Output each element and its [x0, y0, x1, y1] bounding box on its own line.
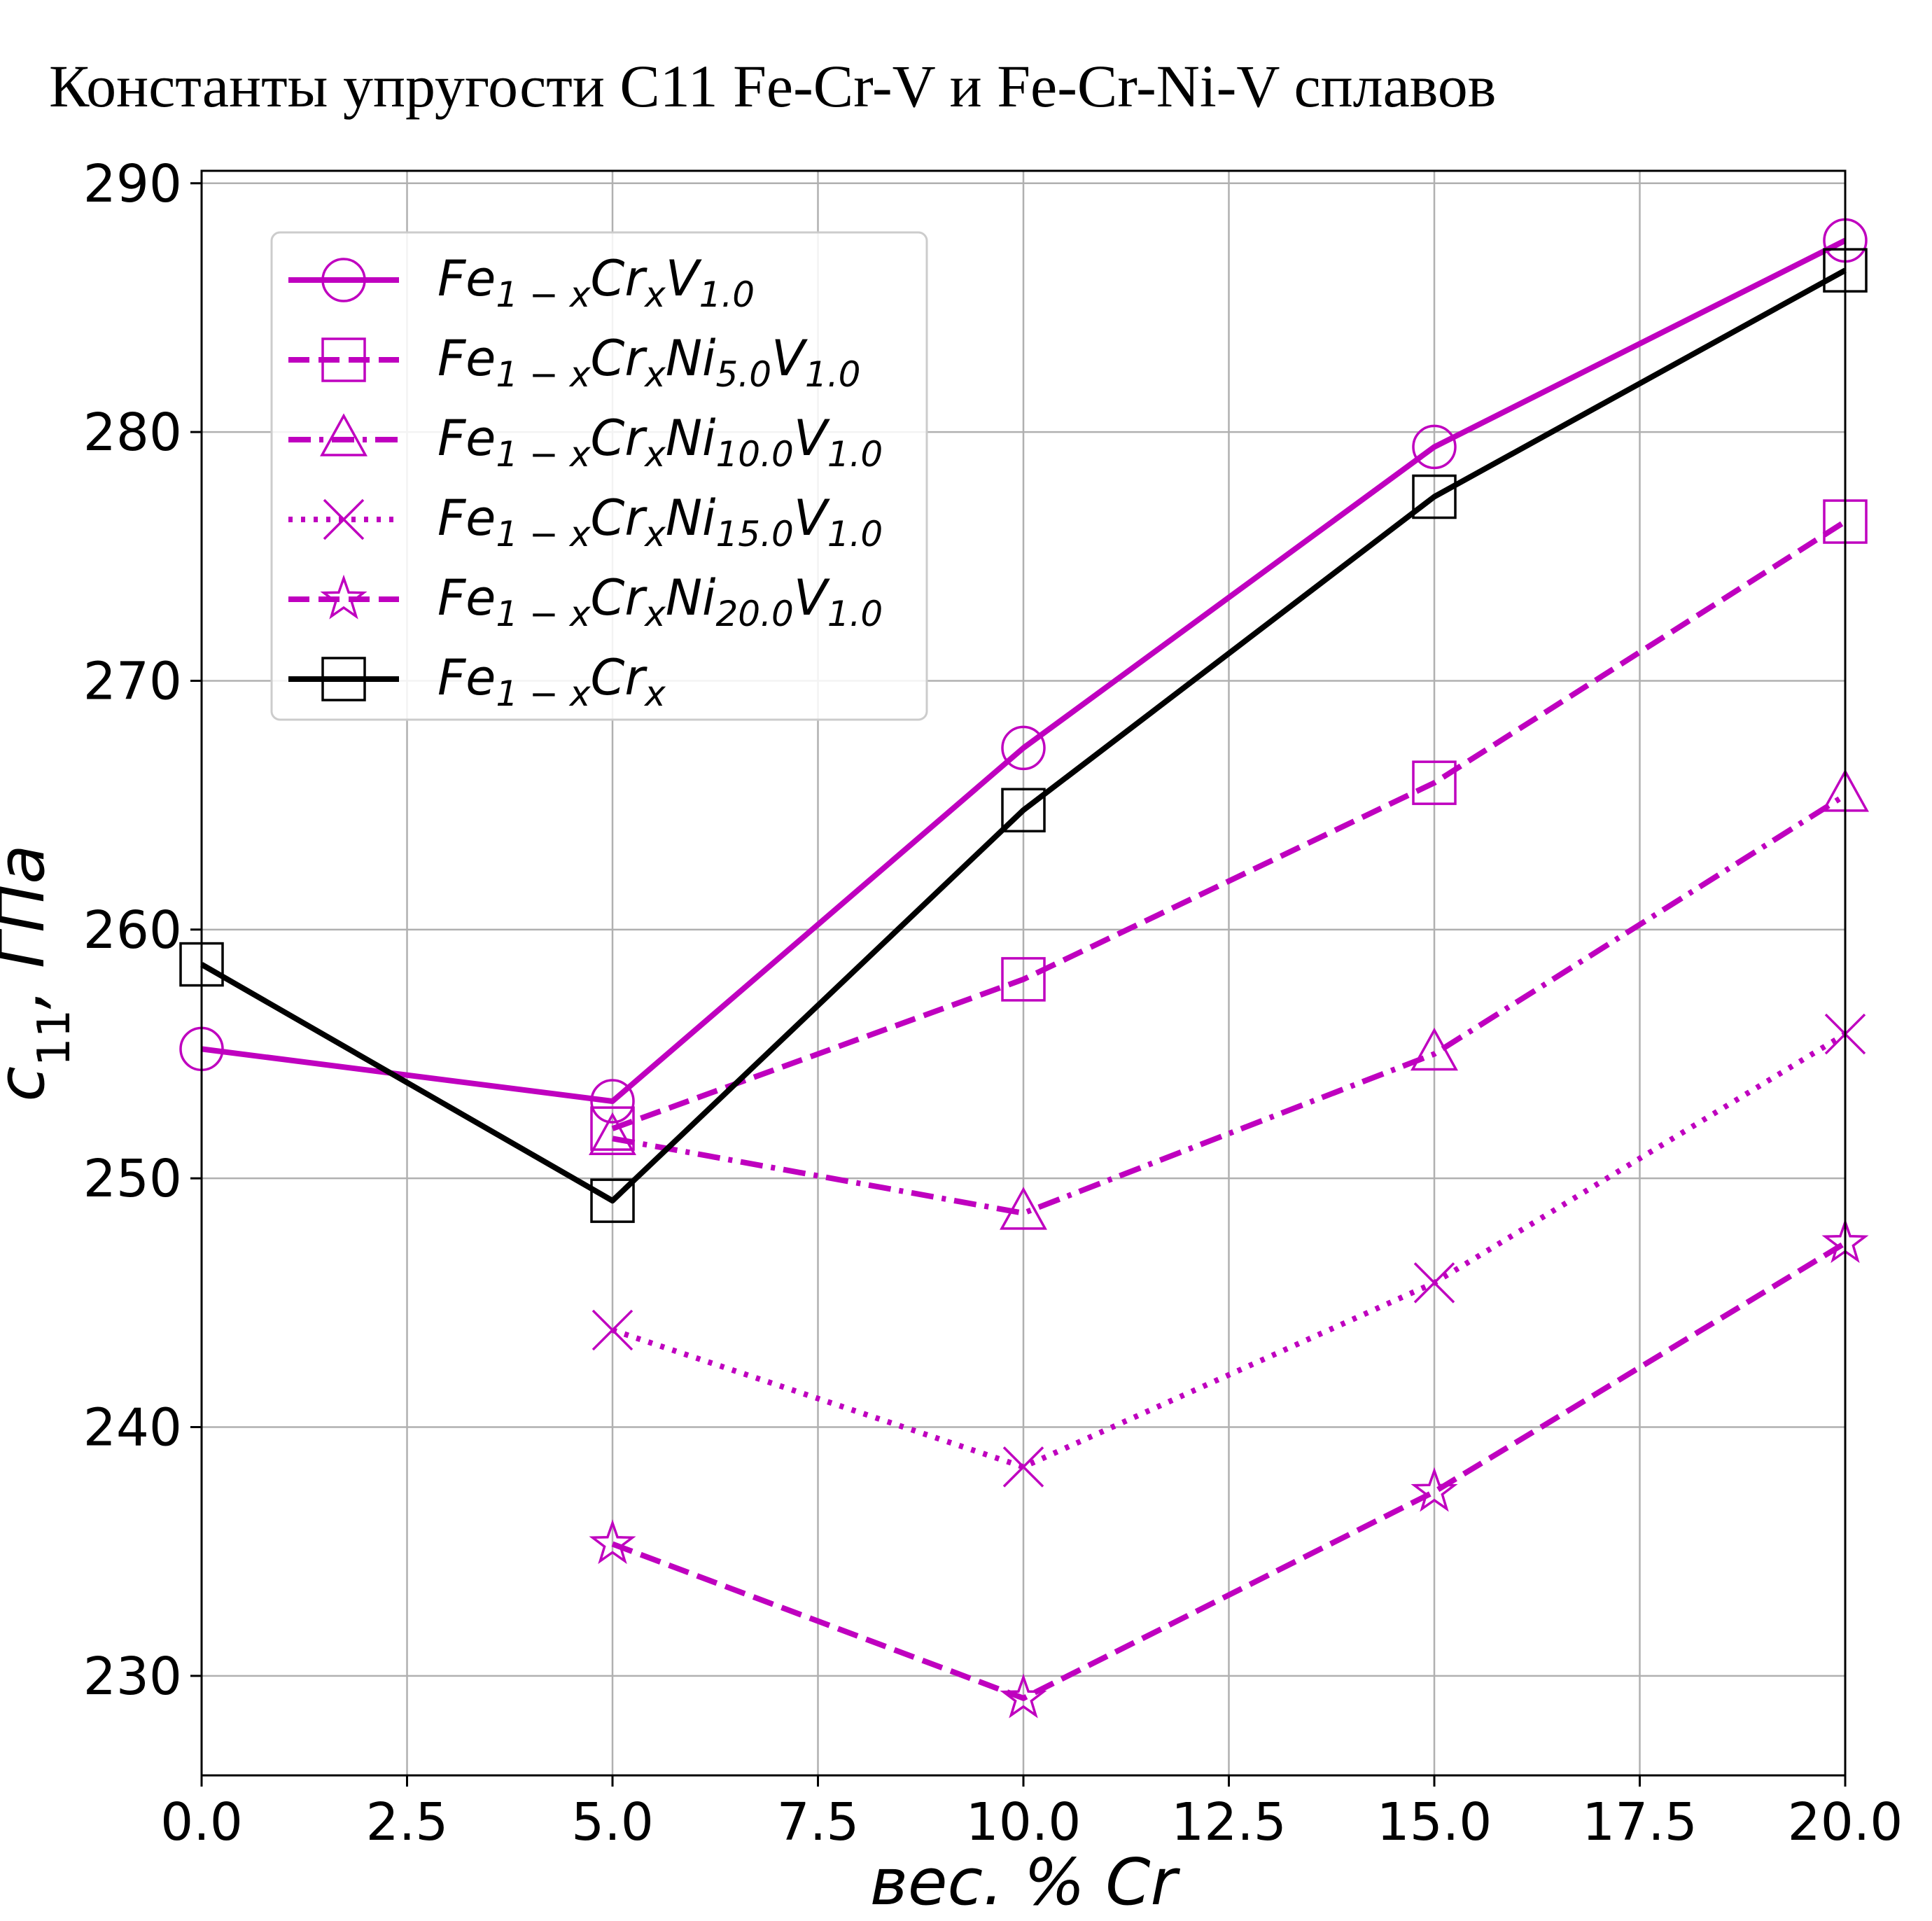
y-tick-label: 230 — [83, 1647, 182, 1707]
y-tick-label: 260 — [83, 900, 182, 960]
y-tick-label: 240 — [83, 1398, 182, 1458]
data-point-marker — [1410, 1467, 1458, 1512]
chart-title: Константы упругости C11 Fe-Cr-V и Fe-Cr-… — [49, 53, 1496, 120]
legend-entry: Fe1 − xCrxNi20.0V1.0 — [288, 569, 883, 634]
series-line — [611, 1241, 1847, 1701]
legend-marker — [323, 498, 365, 540]
legend-label: Fe1 − xCrxNi15.0V1.0 — [438, 489, 883, 554]
y-tick-label: 290 — [83, 154, 182, 214]
series-line — [611, 519, 1847, 1131]
data-point-marker — [1000, 1673, 1047, 1719]
data-point-marker — [1002, 1446, 1044, 1488]
series-4 — [589, 1218, 1869, 1719]
data-point-marker — [1001, 957, 1046, 1002]
legend-label: Fe1 − xCrxNi10.0V1.0 — [438, 410, 883, 475]
legend-label: Fe1 − xCrxNi5.0V1.0 — [438, 330, 860, 395]
legend-entry: Fe1 − xCrxNi10.0V1.0 — [288, 410, 883, 475]
data-point-marker — [1412, 760, 1457, 805]
series-line — [201, 237, 1847, 1104]
data-point-marker — [1000, 1187, 1047, 1230]
grid-lines — [200, 171, 1847, 1775]
legend-label: Fe1 − xCrxV1.0 — [438, 250, 755, 315]
legend-marker — [320, 413, 368, 456]
legend-marker — [320, 574, 368, 620]
data-point-marker — [1412, 424, 1457, 470]
x-tick-label: 12.5 — [1171, 1792, 1287, 1852]
data-point-marker — [1412, 474, 1457, 519]
series-3 — [592, 1013, 1866, 1488]
series-line — [200, 267, 1847, 1204]
y-tick-label: 280 — [83, 403, 182, 463]
legend-marker — [321, 337, 366, 382]
data-point-marker — [1410, 1027, 1458, 1071]
legend-entry: Fe1 − xCrxNi5.0V1.0 — [288, 330, 860, 395]
legend-entry: Fe1 − xCrx — [288, 649, 666, 714]
data-point-marker — [1001, 788, 1046, 832]
plot-series — [179, 218, 1869, 1719]
data-point-marker — [1413, 1262, 1455, 1304]
data-point-marker — [590, 1079, 635, 1124]
axis-ticks: 0.0 2.5 5.0 7.5 10.0 12.5 15.0 17.5 20.0 230 240 25… — [83, 154, 1903, 1852]
legend-entry: Fe1 − xCrxV1.0 — [288, 250, 755, 315]
y-axis-label: c11, ГПа — [0, 844, 80, 1101]
x-axis-label: вес. % Cr — [870, 1845, 1181, 1920]
legend-entry: Fe1 − xCrxNi15.0V1.0 — [288, 489, 883, 554]
x-tick-label: 2.5 — [366, 1792, 449, 1852]
legend-label: Fe1 − xCrxNi20.0V1.0 — [438, 569, 883, 634]
x-tick-label: 7.5 — [777, 1792, 860, 1852]
data-point-marker — [589, 1112, 636, 1156]
y-tick-label: 250 — [83, 1149, 182, 1209]
x-tick-label: 15.0 — [1377, 1792, 1492, 1852]
x-tick-label: 17.5 — [1582, 1792, 1698, 1852]
x-tick-label: 0.0 — [160, 1792, 243, 1852]
series-line — [611, 1031, 1847, 1470]
data-point-marker — [590, 1106, 635, 1151]
legend-marker — [321, 657, 366, 701]
data-point-marker — [590, 1178, 635, 1223]
y-tick-label: 270 — [83, 651, 182, 711]
series-line — [612, 792, 1847, 1216]
legend-box — [270, 231, 928, 721]
legend-marker — [321, 258, 366, 302]
data-point-marker — [589, 1519, 636, 1565]
x-tick-label: 20.0 — [1788, 1792, 1903, 1852]
x-tick-label: 10.0 — [966, 1792, 1082, 1852]
x-tick-label: 5.0 — [571, 1792, 654, 1852]
data-point-marker — [592, 1309, 634, 1351]
legend-label: Fe1 − xCrx — [438, 649, 666, 714]
legend: Fe1 − xCrxV1.0 Fe1 − xCrxNi5.0V1.0 Fe1 − x… — [270, 231, 928, 721]
data-point-marker — [1001, 725, 1046, 771]
